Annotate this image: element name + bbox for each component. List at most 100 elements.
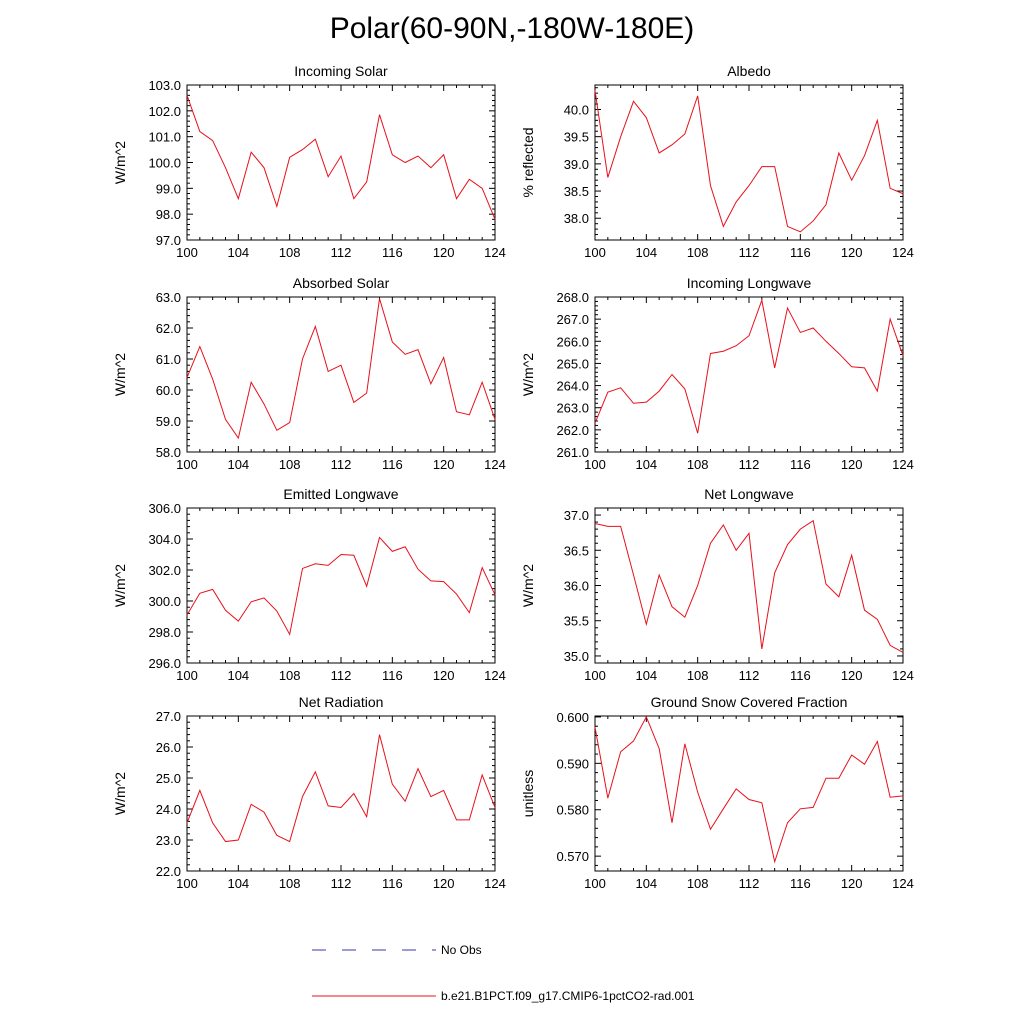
plot-frame [594, 296, 904, 453]
x-tick-label: 100 [584, 668, 606, 683]
x-tick-label: 120 [433, 668, 455, 683]
y-tick-label: 264.0 [556, 379, 589, 394]
x-tick-label: 124 [892, 668, 914, 683]
y-tick-label: 0.590 [556, 756, 589, 771]
y-tick-label: 300.0 [148, 594, 181, 609]
figure-title: Polar(60-90N,-180W-180E) [329, 12, 695, 45]
x-tick-label: 120 [841, 457, 863, 472]
y-tick-label: 100.0 [148, 156, 181, 171]
y-axis-label: W/m^2 [112, 772, 128, 815]
x-tick-label: 100 [584, 245, 606, 260]
y-tick-label: 296.0 [148, 656, 181, 671]
x-tick-label: 120 [433, 457, 455, 472]
y-tick-label: 26.0 [156, 740, 181, 755]
x-tick-label: 116 [382, 876, 403, 891]
y-tick-label: 27.0 [156, 709, 181, 724]
y-tick-label: 38.5 [564, 184, 589, 199]
chart-emitted-longwave: Emitted Longwave W/m^2 100 104 108 112 116 120 1… [112, 486, 506, 683]
x-tick-label: 120 [433, 245, 455, 260]
x-tick-label: 116 [790, 876, 811, 891]
x-tick-label: 104 [635, 457, 657, 472]
y-tick-label: 39.5 [564, 130, 589, 145]
x-tick-label: 124 [892, 245, 914, 260]
y-tick-label: 58.0 [156, 445, 181, 460]
x-tick-label: 124 [484, 876, 506, 891]
chart-net-radiation: Net Radiation W/m^2 100 104 108 112 116 120 124 2… [112, 694, 506, 891]
x-tick-label: 112 [739, 457, 760, 472]
y-tick-label: 263.0 [556, 401, 589, 416]
y-tick-label: 0.600 [556, 710, 589, 725]
y-tick-label: 40.0 [564, 102, 589, 117]
x-tick-label: 100 [584, 457, 606, 472]
y-tick-label: 101.0 [148, 130, 181, 145]
legend-model-label: b.e21.B1PCT.f09_g17.CMIP6-1pctCO2-rad.00… [441, 989, 695, 1003]
series-line [186, 298, 496, 440]
y-axis-label: W/m^2 [112, 564, 128, 607]
chart-title: Incoming Longwave [687, 275, 812, 291]
x-tick-label: 108 [687, 668, 709, 683]
chart-title: Emitted Longwave [283, 486, 398, 502]
series-line [594, 90, 904, 233]
y-tick-label: 268.0 [556, 290, 589, 305]
y-tick-label: 24.0 [156, 802, 181, 817]
x-tick-label: 104 [227, 245, 249, 260]
x-tick-label: 112 [739, 876, 760, 891]
x-tick-label: 124 [484, 457, 506, 472]
x-tick-label: 116 [382, 457, 403, 472]
x-tick-label: 108 [279, 668, 301, 683]
plot-frame [594, 507, 904, 664]
y-tick-label: 99.0 [156, 181, 181, 196]
plot-frame [594, 84, 904, 241]
y-axis-label: W/m^2 [520, 564, 536, 607]
y-tick-label: 61.0 [156, 352, 181, 367]
y-tick-label: 22.0 [156, 864, 181, 879]
y-axis-label: W/m^2 [112, 353, 128, 396]
chart-title: Net Radiation [299, 694, 384, 710]
y-tick-label: 36.0 [564, 579, 589, 594]
chart-incoming-solar: Incoming Solar W/m^2 100 104 108 112 116 120 124… [112, 63, 506, 260]
x-tick-label: 124 [484, 668, 506, 683]
y-tick-label: 102.0 [148, 104, 181, 119]
y-tick-label: 103.0 [148, 78, 181, 93]
x-tick-label: 100 [176, 668, 198, 683]
plot-frame [186, 296, 496, 453]
x-tick-label: 112 [331, 876, 352, 891]
x-tick-label: 104 [635, 876, 657, 891]
chart-title: Absorbed Solar [293, 275, 390, 291]
x-tick-label: 116 [382, 245, 403, 260]
y-tick-label: 98.0 [156, 207, 181, 222]
y-tick-label: 35.5 [564, 614, 589, 629]
series-line [594, 715, 904, 864]
x-tick-label: 108 [279, 876, 301, 891]
x-tick-label: 124 [892, 457, 914, 472]
chart-title: Albedo [727, 63, 771, 79]
chart-absorbed-solar: Absorbed Solar W/m^2 100 104 108 112 116 120 124… [112, 275, 506, 472]
y-tick-label: 267.0 [556, 312, 589, 327]
x-tick-label: 124 [484, 245, 506, 260]
x-tick-label: 124 [892, 876, 914, 891]
x-tick-label: 120 [433, 876, 455, 891]
x-tick-label: 108 [687, 457, 709, 472]
x-tick-label: 104 [635, 668, 657, 683]
chart-title: Net Longwave [704, 486, 794, 502]
x-tick-label: 112 [331, 457, 352, 472]
y-tick-label: 266.0 [556, 334, 589, 349]
y-tick-label: 302.0 [148, 563, 181, 578]
y-tick-label: 306.0 [148, 501, 181, 516]
plot-frame [186, 715, 496, 872]
y-tick-label: 298.0 [148, 625, 181, 640]
y-axis-label: unitless [520, 770, 536, 817]
x-tick-label: 108 [279, 457, 301, 472]
y-tick-label: 38.0 [564, 211, 589, 226]
y-tick-label: 63.0 [156, 290, 181, 305]
plot-frame [594, 715, 904, 872]
x-tick-label: 108 [687, 245, 709, 260]
x-tick-label: 120 [841, 245, 863, 260]
y-tick-label: 0.580 [556, 803, 589, 818]
y-tick-label: 97.0 [156, 233, 181, 248]
y-axis-label: W/m^2 [520, 353, 536, 396]
y-tick-label: 25.0 [156, 771, 181, 786]
x-tick-label: 112 [331, 668, 352, 683]
chart-ground-snow-covered-fraction: Ground Snow Covered Fraction unitless 100 1… [520, 694, 914, 891]
chart-albedo: Albedo % reflected 100 104 108 112 116 120 124 38… [520, 63, 914, 260]
